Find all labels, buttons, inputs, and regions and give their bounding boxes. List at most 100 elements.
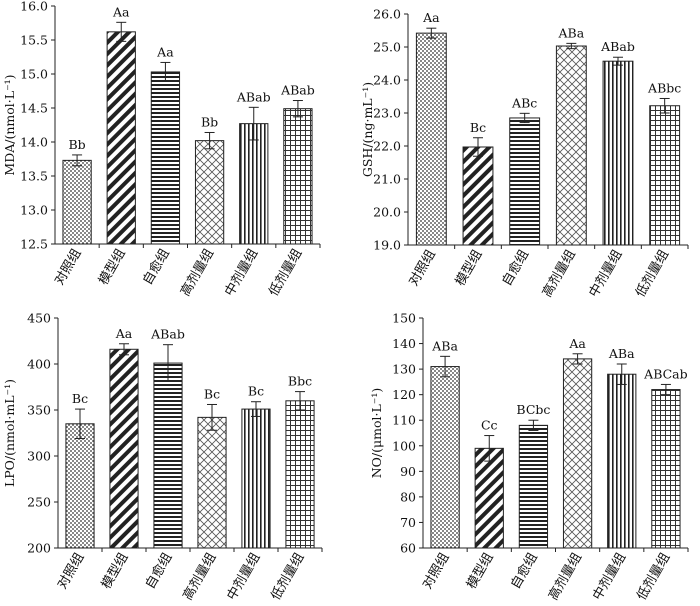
y-tick-label: 100	[392, 438, 416, 453]
category-label: 自愈组	[140, 247, 172, 288]
y-axis-title: GSH/(ng·mL⁻¹)	[360, 82, 375, 177]
bar-6	[285, 400, 315, 549]
y-tick-label: 60	[400, 541, 416, 556]
y-tick-label: 400	[27, 357, 51, 372]
bar-6	[651, 389, 681, 549]
category-label: 中剂量组	[222, 247, 261, 300]
y-tick-label: 200	[27, 541, 51, 556]
category-label: 低剂量组	[634, 551, 673, 604]
y-tick-label: 25.0	[373, 40, 401, 55]
y-tick-label: 12.5	[20, 237, 48, 252]
significance-label: Aa	[115, 326, 133, 341]
y-tick-label: 22.0	[373, 139, 401, 154]
y-tick-label: 20.0	[373, 205, 401, 220]
y-tick-label: 21.0	[373, 172, 401, 187]
category-label: 中剂量组	[590, 551, 629, 604]
category-label: 自愈组	[500, 248, 532, 289]
significance-label: ABCab	[643, 366, 687, 381]
bar-1	[415, 32, 447, 246]
significance-label: Bc	[204, 386, 220, 401]
bar-2	[462, 146, 494, 246]
y-tick-label: 150	[392, 311, 416, 326]
y-tick-label: 90	[400, 464, 416, 479]
category-label: 低剂量组	[268, 551, 307, 604]
category-label: 低剂量组	[633, 248, 672, 301]
bar-3	[518, 424, 549, 549]
category-label: 对照组	[55, 551, 87, 592]
bar-3	[509, 117, 541, 246]
category-label: 模型组	[99, 551, 131, 592]
significance-label: ABa	[557, 25, 584, 40]
y-tick-label: 19.0	[373, 238, 401, 253]
significance-label: Aa	[112, 4, 130, 19]
category-label: 自愈组	[508, 551, 540, 592]
y-tick-label: 13.0	[20, 203, 48, 218]
significance-label: ABc	[511, 95, 537, 110]
category-label: 对照组	[52, 247, 84, 288]
bar-3	[153, 362, 183, 549]
y-tick-label: 14.0	[20, 135, 48, 150]
bar-6	[283, 108, 313, 245]
significance-label: Bb	[201, 114, 218, 129]
chart-panel-2: 19.0 20.0 21.0 22.0 23.0 24.0 25.0 26.0 GSH/(ng·…	[360, 7, 689, 301]
y-tick-label: 80	[400, 489, 416, 504]
significance-label: ABab	[600, 39, 635, 54]
y-tick-label: 120	[392, 387, 416, 402]
category-label: 模型组	[453, 248, 485, 289]
y-tick-label: 24.0	[373, 73, 401, 88]
significance-label: Bc	[470, 120, 486, 135]
bar-2	[106, 31, 136, 245]
chart-panel-1: 12.5 13.0 13.5 14.0 14.5 15.0 15.5 16.0 MDA/(nmo…	[2, 0, 321, 300]
category-label: 对照组	[406, 248, 438, 289]
bar-4	[555, 45, 587, 246]
significance-label: Bbc	[288, 374, 312, 389]
significance-label: Bb	[68, 137, 85, 152]
bar-1	[62, 159, 92, 245]
category-label: 低剂量组	[266, 247, 305, 300]
category-label: 模型组	[464, 551, 496, 592]
y-axis-title: LPO/(nmol·mL⁻¹)	[2, 379, 17, 487]
y-tick-label: 70	[400, 515, 416, 530]
y-tick-label: 110	[392, 413, 416, 428]
bar-3	[150, 71, 181, 245]
y-tick-label: 13.5	[20, 169, 48, 184]
y-tick-label: 250	[27, 495, 51, 510]
category-label: 高剂量组	[545, 550, 585, 603]
y-axis-title: MDA/(nmol·L⁻¹)	[2, 74, 17, 175]
significance-label: ABbc	[647, 80, 681, 95]
bar-5	[602, 60, 634, 246]
significance-label: Bc	[72, 391, 88, 406]
significance-label: ABab	[280, 83, 315, 98]
y-tick-label: 140	[392, 336, 416, 351]
y-tick-label: 300	[27, 449, 51, 464]
bar-5	[241, 408, 271, 549]
y-tick-label: 350	[27, 403, 51, 418]
bar-6	[649, 105, 681, 246]
significance-label: ABa	[608, 346, 635, 361]
significance-label: ABab	[236, 89, 271, 104]
significance-label: ABab	[150, 327, 185, 342]
category-label: 中剂量组	[586, 248, 625, 301]
chart-panel-4: 60 70 80 90 100 110 120 130 140 150 NO/(μmol·L⁻¹) A…	[369, 311, 689, 604]
category-label: 自愈组	[143, 551, 175, 592]
y-tick-label: 130	[392, 362, 416, 377]
bar-4	[197, 416, 227, 549]
y-tick-label: 16.0	[20, 0, 48, 14]
bar-1	[65, 423, 95, 549]
category-label: 高剂量组	[177, 246, 217, 299]
bar-1	[430, 366, 460, 549]
category-label: 高剂量组	[539, 247, 579, 300]
significance-label: ABa	[431, 338, 458, 353]
y-tick-label: 26.0	[373, 7, 401, 22]
y-tick-label: 15.0	[20, 67, 48, 82]
significance-label: Aa	[422, 10, 440, 25]
bar-2	[474, 447, 504, 549]
significance-label: Cc	[481, 418, 498, 433]
bar-4	[194, 140, 225, 245]
y-tick-label: 15.5	[20, 33, 48, 48]
y-tick-label: 14.5	[20, 101, 48, 116]
significance-label: BCbc	[516, 402, 550, 417]
bar-2	[109, 348, 139, 549]
y-tick-label: 450	[27, 311, 51, 326]
